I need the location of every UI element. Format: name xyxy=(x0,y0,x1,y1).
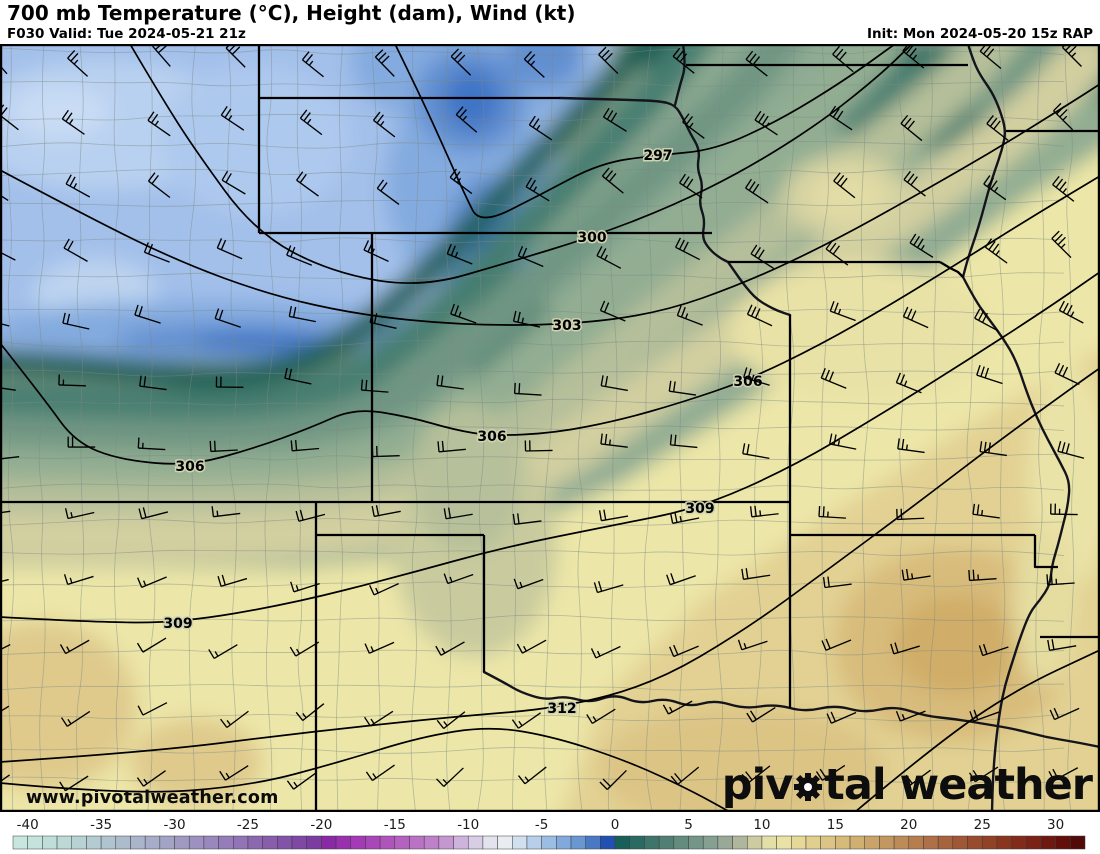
temperature-fill-layer xyxy=(0,44,1100,812)
gear-icon xyxy=(791,767,825,810)
colorbar-tick-label: 15 xyxy=(827,817,844,833)
colorbar-tick-label: -35 xyxy=(90,817,112,833)
colorbar-tick-label: -10 xyxy=(457,817,479,833)
logo-text-pre: piv xyxy=(722,760,793,810)
contour-label: 309 xyxy=(685,501,714,517)
colorbar-cells xyxy=(13,836,1085,849)
colorbar-tick-label: -40 xyxy=(17,817,39,833)
subtitle-row: F030 Valid: Tue 2024-05-21 21z Init: Mon… xyxy=(7,26,1093,42)
colorbar-tick-label: -15 xyxy=(384,817,406,833)
valid-time-label: F030 Valid: Tue 2024-05-21 21z xyxy=(7,26,246,42)
map-title: 700 mb Temperature (°C), Height (dam), W… xyxy=(7,1,575,25)
colorbar-tick-label: 20 xyxy=(900,817,917,833)
colorbar-tick-label: 0 xyxy=(611,817,620,833)
contour-label: 312 xyxy=(547,701,576,717)
colorbar-tick-label: 30 xyxy=(1047,817,1064,833)
header-bar: 700 mb Temperature (°C), Height (dam), W… xyxy=(0,0,1100,44)
contour-label: 300 xyxy=(577,230,606,246)
colorbar-tick-label: -30 xyxy=(164,817,186,833)
colorbar-tick-label: 10 xyxy=(753,817,770,833)
colorbar-tick-label: 5 xyxy=(684,817,693,833)
colorbar-canvas: -40 -35 -30 -25 -20 -15 -10 -5 0 5 10 15 20 25 30 xyxy=(0,812,1100,850)
watermark-url: www.pivotalweather.com xyxy=(26,788,279,808)
colorbar-tick-labels: -40 -35 -30 -25 -20 -15 -10 -5 0 5 10 15 20 25 30 xyxy=(17,817,1065,833)
logo-text-post: tal weather xyxy=(824,760,1092,810)
contour-label: 303 xyxy=(552,318,581,334)
colorbar: -40 -35 -30 -25 -20 -15 -10 -5 0 5 10 15 20 25 30 xyxy=(0,812,1100,850)
colorbar-tick-label: -5 xyxy=(535,817,548,833)
contour-label: 309 xyxy=(163,616,192,632)
colorbar-tick-label: -25 xyxy=(237,817,259,833)
colorbar-tick-label: 25 xyxy=(974,817,991,833)
colorbar-tick-label: -20 xyxy=(310,817,332,833)
contour-label: 297 xyxy=(643,148,672,164)
contour-label: 306 xyxy=(175,459,204,475)
contour-label: 306 xyxy=(477,429,506,445)
init-time-label: Init: Mon 2024-05-20 15z RAP xyxy=(867,26,1093,42)
